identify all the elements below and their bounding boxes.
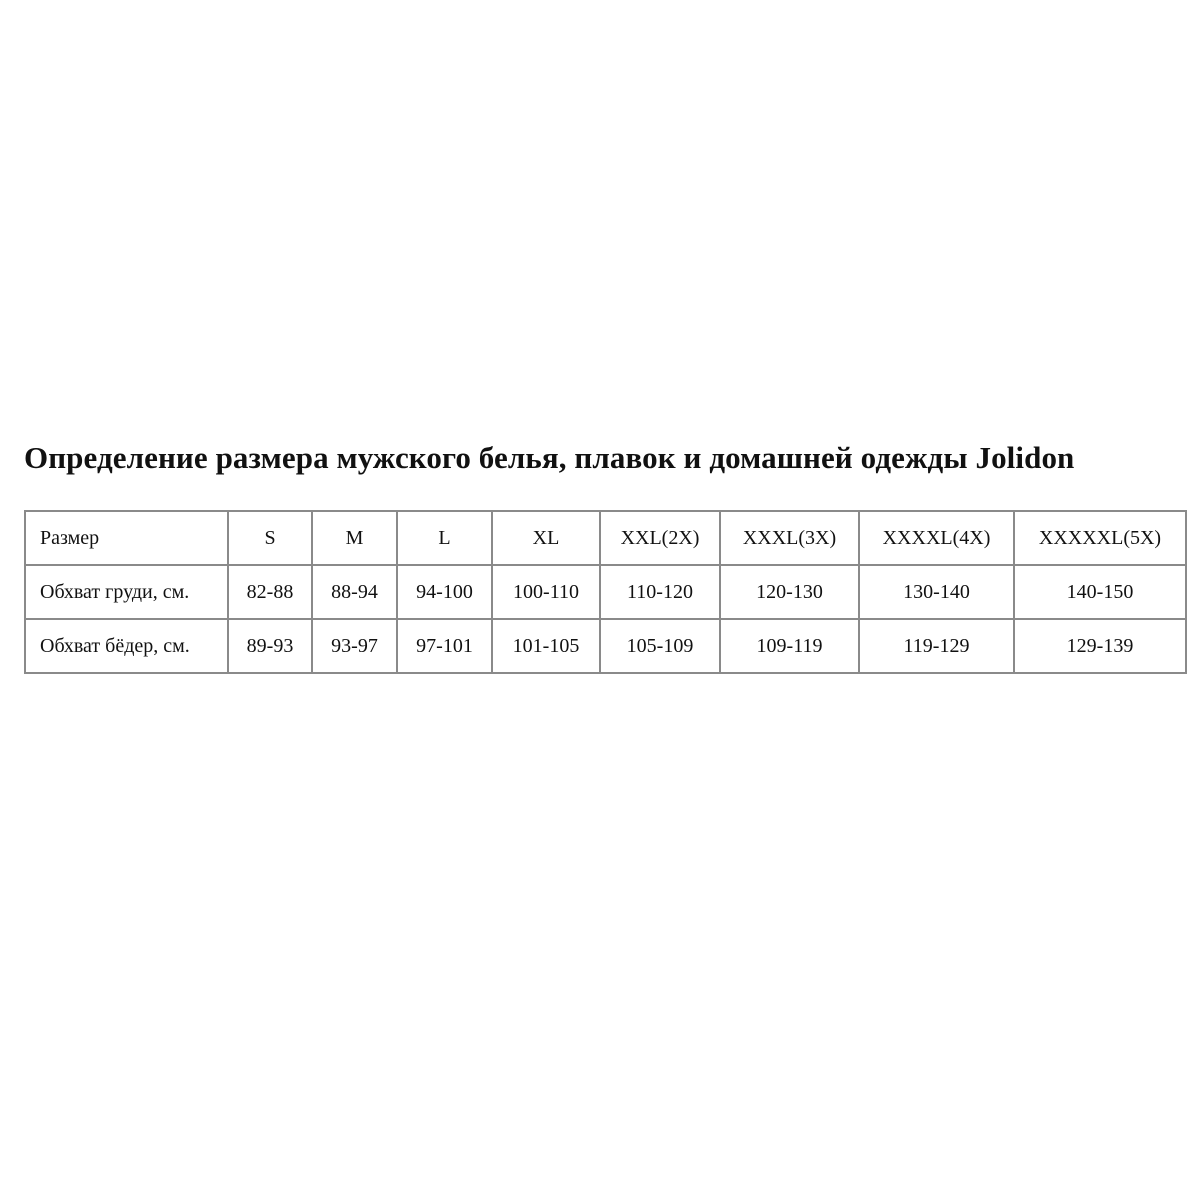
table-cell: 88-94 xyxy=(311,564,398,620)
table-cell: XXXXXL(5X) xyxy=(1013,510,1187,566)
row-label: Обхват бёдер, см. xyxy=(24,618,229,674)
table-cell: 110-120 xyxy=(599,564,721,620)
table-cell: 109-119 xyxy=(719,618,860,674)
table-cell: L xyxy=(396,510,493,566)
table-cell: 94-100 xyxy=(396,564,493,620)
table-cell: 100-110 xyxy=(491,564,601,620)
table-cell: XXL(2X) xyxy=(599,510,721,566)
table-cell: M xyxy=(311,510,398,566)
table-cell: 97-101 xyxy=(396,618,493,674)
table-cell: XXXL(3X) xyxy=(719,510,860,566)
table-cell: 105-109 xyxy=(599,618,721,674)
page-title: Определение размера мужского белья, плав… xyxy=(24,440,1075,475)
table-cell: 93-97 xyxy=(311,618,398,674)
table-cell: 129-139 xyxy=(1013,618,1187,674)
table-cell: 120-130 xyxy=(719,564,860,620)
table-cell: S xyxy=(227,510,313,566)
table-cell: XL xyxy=(491,510,601,566)
row-label: Размер xyxy=(24,510,229,566)
table-cell: 140-150 xyxy=(1013,564,1187,620)
row-label: Обхват груди, см. xyxy=(24,564,229,620)
table-cell: 82-88 xyxy=(227,564,313,620)
hips-row: Обхват бёдер, см. 89-93 93-97 97-101 101-105… xyxy=(24,618,1187,674)
size-table: Размер S M L XL XXL(2X) XXXL(3X) XXXXL(4X) XXXXX… xyxy=(24,510,1187,674)
table-cell: 101-105 xyxy=(491,618,601,674)
table-cell: 130-140 xyxy=(858,564,1015,620)
table-cell: XXXXL(4X) xyxy=(858,510,1015,566)
chest-row: Обхват груди, см. 82-88 88-94 94-100 100-110… xyxy=(24,564,1187,620)
table-cell: 119-129 xyxy=(858,618,1015,674)
table-cell: 89-93 xyxy=(227,618,313,674)
size-row: Размер S M L XL XXL(2X) XXXL(3X) XXXXL(4X) XXXXX… xyxy=(24,510,1187,566)
